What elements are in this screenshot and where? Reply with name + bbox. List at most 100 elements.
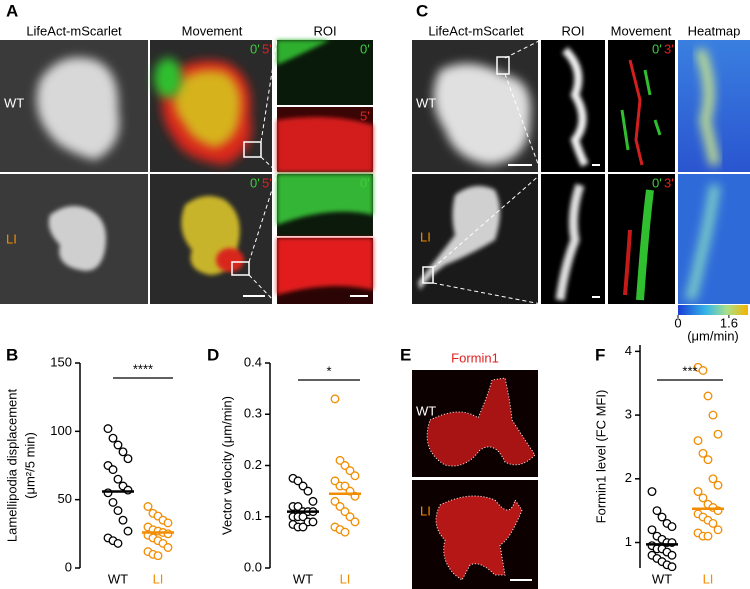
- panel-e-images: [412, 370, 538, 589]
- data-point: [698, 448, 708, 458]
- data-point: [113, 474, 123, 484]
- significance-label: ****: [133, 361, 153, 376]
- time-label: 0': [250, 175, 260, 190]
- panel-letter: D: [207, 345, 219, 364]
- data-point: [652, 506, 662, 516]
- column-header: LifeAct-mScarlet: [428, 23, 524, 38]
- column-header: Heatmap: [688, 23, 741, 38]
- data-point: [713, 480, 723, 490]
- data-point: [163, 518, 173, 528]
- panel-letter: B: [6, 345, 18, 364]
- colorbar-tick-label: 0: [674, 315, 681, 330]
- data-point: [713, 429, 723, 439]
- data-point: [108, 465, 118, 475]
- data-point: [330, 496, 340, 506]
- panel-letter: C: [416, 1, 428, 20]
- data-point: [298, 512, 308, 522]
- y-tick-label: 0.0: [244, 559, 262, 574]
- data-point: [708, 474, 718, 484]
- y-tick-label: 0.4: [244, 354, 262, 369]
- data-point: [113, 506, 123, 516]
- data-point: [330, 476, 340, 486]
- data-point: [340, 527, 350, 537]
- data-point: [143, 502, 153, 511]
- data-point: [123, 526, 133, 536]
- data-point: [293, 476, 303, 486]
- row-label: WT: [416, 403, 436, 418]
- data-point: [340, 461, 350, 470]
- time-label: 3': [664, 41, 674, 56]
- data-point: [303, 486, 313, 496]
- data-point: [657, 512, 667, 522]
- data-point: [345, 466, 355, 476]
- x-tick-label: WT: [293, 571, 313, 586]
- colorbar-unit: (μm/min): [687, 328, 739, 343]
- x-tick-label: LI: [340, 571, 351, 586]
- time-label: 5': [360, 239, 370, 254]
- data-point: [713, 525, 723, 535]
- time-label: 5': [262, 175, 272, 190]
- data-point: [163, 529, 173, 539]
- data-point: [153, 551, 163, 561]
- y-tick-label: 0: [65, 559, 72, 574]
- column-header: ROI: [313, 23, 336, 38]
- data-point: [293, 502, 303, 511]
- data-point: [123, 485, 133, 495]
- time-label: 3': [664, 175, 674, 190]
- data-point: [123, 454, 133, 464]
- data-point: [667, 562, 677, 572]
- time-label: 0': [652, 41, 662, 56]
- data-point: [350, 471, 360, 481]
- panel-letter: E: [400, 345, 411, 364]
- data-point: [708, 410, 718, 420]
- x-tick-label: LI: [703, 571, 714, 586]
- y-axis-label: Vector velocity (μm/min): [219, 396, 234, 535]
- column-header: Movement: [182, 23, 243, 38]
- data-point: [118, 447, 128, 457]
- y-tick-label: 50: [58, 491, 72, 506]
- x-tick-label: WT: [108, 571, 128, 586]
- data-point: [113, 538, 123, 548]
- y-tick-label: 0.3: [244, 406, 262, 421]
- y-tick-label: 0.1: [244, 508, 262, 523]
- y-axis-label: Formin1 level (FC MFI): [593, 390, 608, 524]
- data-point: [698, 366, 708, 375]
- time-label: 0': [250, 41, 260, 56]
- data-point: [108, 433, 118, 443]
- column-header: LifeAct-mScarlet: [26, 23, 122, 38]
- x-tick-label: WT: [652, 571, 672, 586]
- data-point: [308, 496, 318, 506]
- data-point: [113, 440, 123, 450]
- y-axis-label: (μm²/5 min): [22, 432, 37, 499]
- data-point: [667, 550, 677, 560]
- column-header: ROI: [561, 23, 584, 38]
- panel-title: Formin1: [451, 350, 499, 365]
- column-header: Movement: [611, 23, 672, 38]
- y-tick-label: 0.2: [244, 457, 262, 472]
- data-point: [708, 518, 718, 528]
- data-point: [330, 394, 340, 404]
- data-point: [335, 455, 345, 465]
- data-point: [703, 531, 713, 541]
- data-point: [298, 481, 308, 491]
- data-point: [693, 487, 703, 496]
- panel-letter: F: [595, 345, 605, 364]
- panel-c-images: [412, 39, 750, 315]
- y-tick-label: 3: [625, 407, 632, 422]
- y-axis-label: Lamellipodia displacement: [4, 389, 19, 543]
- row-label: LI: [420, 229, 431, 244]
- y-tick-label: 150: [50, 354, 72, 369]
- data-point: [693, 436, 703, 446]
- row-label: LI: [6, 231, 17, 246]
- significance-label: *: [326, 363, 331, 378]
- y-tick-label: 4: [625, 343, 632, 358]
- data-point: [108, 497, 118, 507]
- y-tick-label: 1: [625, 534, 632, 549]
- time-label: 0': [360, 175, 370, 190]
- data-point: [345, 512, 355, 522]
- panel-letter: A: [6, 1, 18, 20]
- time-label: 5': [360, 108, 370, 123]
- row-label: LI: [420, 503, 431, 518]
- x-tick-label: LI: [153, 571, 164, 586]
